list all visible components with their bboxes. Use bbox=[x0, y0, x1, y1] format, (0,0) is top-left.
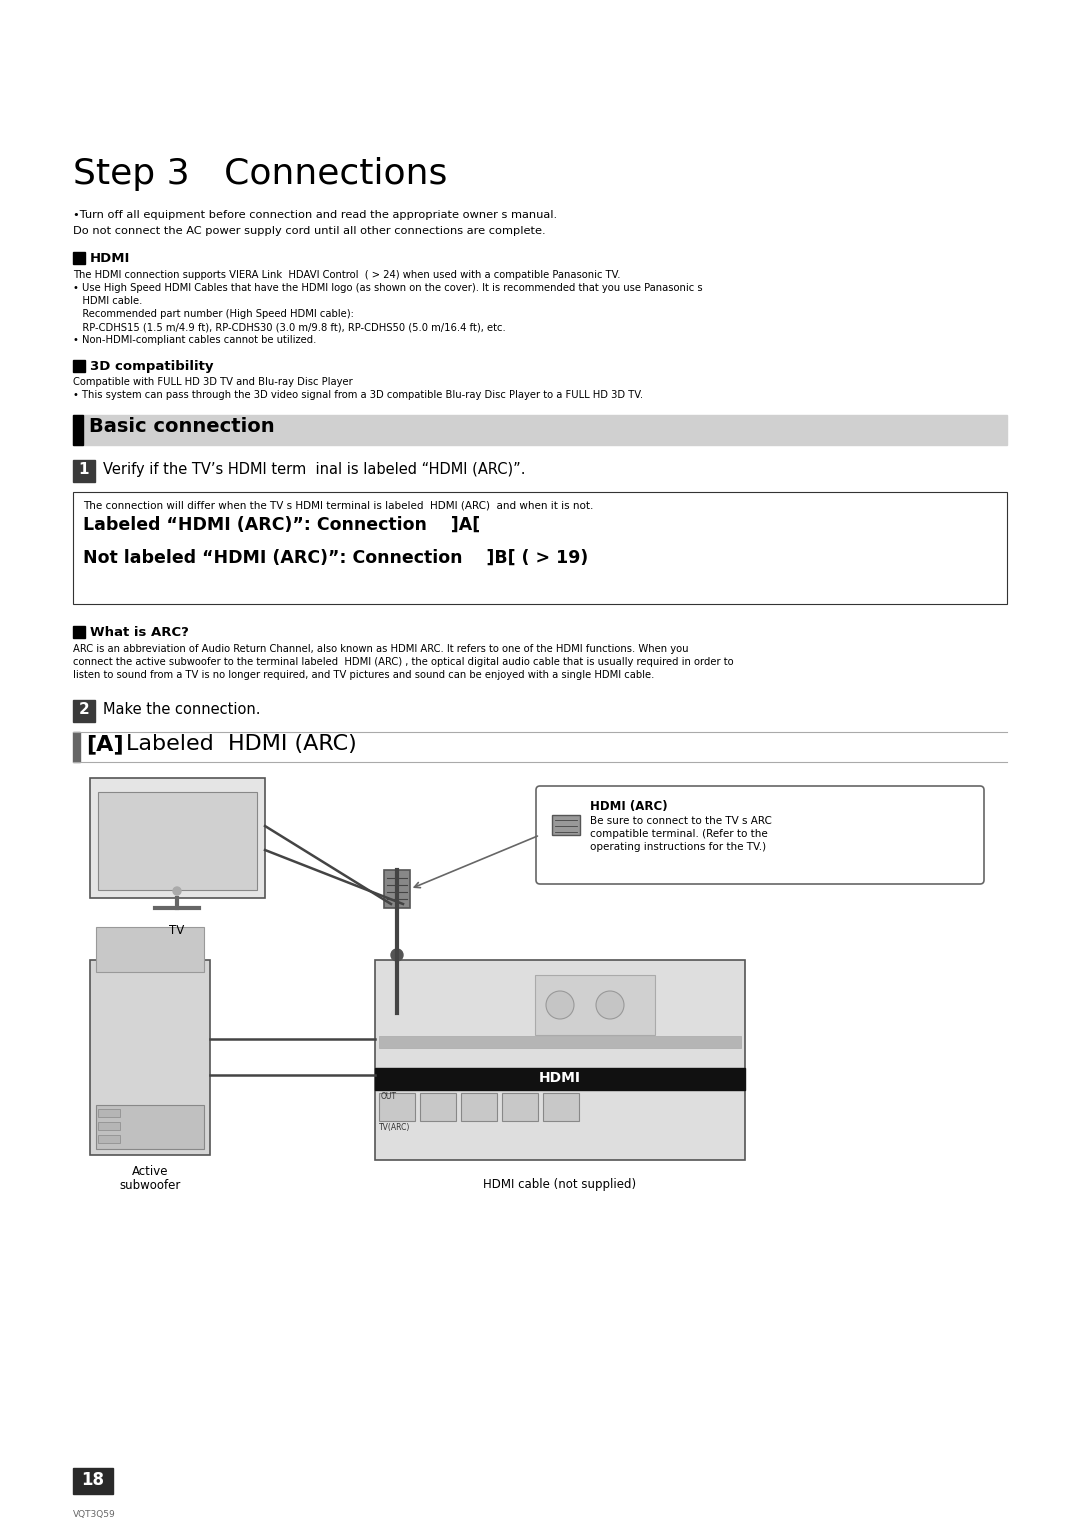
Text: Basic connection: Basic connection bbox=[89, 417, 274, 437]
Text: 18: 18 bbox=[81, 1471, 105, 1489]
Text: OUT: OUT bbox=[381, 1092, 397, 1101]
Bar bbox=[73, 360, 85, 373]
Bar bbox=[73, 460, 95, 483]
Text: Recommended part number (High Speed HDMI cable):: Recommended part number (High Speed HDMI… bbox=[73, 308, 354, 319]
Bar bbox=[535, 976, 654, 1035]
Bar bbox=[98, 1122, 120, 1130]
Text: connect the active subwoofer to the terminal labeled  HDMI (ARC) , the optical d: connect the active subwoofer to the term… bbox=[73, 657, 733, 667]
Text: subwoofer: subwoofer bbox=[119, 1179, 180, 1193]
Bar bbox=[90, 960, 210, 1154]
Bar bbox=[379, 1093, 415, 1121]
Bar bbox=[96, 927, 204, 973]
Bar bbox=[73, 699, 95, 722]
Bar bbox=[73, 731, 80, 762]
Bar bbox=[73, 1467, 113, 1493]
Bar bbox=[384, 870, 410, 909]
Bar bbox=[502, 1093, 538, 1121]
Text: compatible terminal. (Refer to the: compatible terminal. (Refer to the bbox=[590, 829, 768, 838]
Text: listen to sound from a TV is no longer required, and TV pictures and sound can b: listen to sound from a TV is no longer r… bbox=[73, 670, 654, 680]
Text: Verify if the TV’s HDMI term  inal is labeled “HDMI (ARC)”.: Verify if the TV’s HDMI term inal is lab… bbox=[103, 463, 526, 476]
Text: RP-CDHS15 (1.5 m/4.9 ft), RP-CDHS30 (3.0 m/9.8 ft), RP-CDHS50 (5.0 m/16.4 ft), e: RP-CDHS15 (1.5 m/4.9 ft), RP-CDHS30 (3.0… bbox=[73, 322, 505, 331]
Text: Make the connection.: Make the connection. bbox=[103, 702, 260, 718]
Text: 2: 2 bbox=[79, 702, 90, 718]
Text: 1: 1 bbox=[79, 463, 90, 476]
Bar bbox=[98, 793, 257, 890]
Bar bbox=[461, 1093, 497, 1121]
Text: Compatible with FULL HD 3D TV and Blu-ray Disc Player: Compatible with FULL HD 3D TV and Blu-ra… bbox=[73, 377, 353, 386]
Bar bbox=[98, 1109, 120, 1116]
Text: HDMI (ARC): HDMI (ARC) bbox=[590, 800, 667, 812]
Text: Step 3   Connections: Step 3 Connections bbox=[73, 157, 447, 191]
Text: • Use High Speed HDMI Cables that have the HDMI logo (as shown on the cover). It: • Use High Speed HDMI Cables that have t… bbox=[73, 282, 703, 293]
Text: What is ARC?: What is ARC? bbox=[90, 626, 189, 638]
Text: HDMI: HDMI bbox=[539, 1070, 581, 1086]
Text: ARC is an abbreviation of Audio Return Channel, also known as HDMI ARC. It refer: ARC is an abbreviation of Audio Return C… bbox=[73, 644, 689, 654]
Bar bbox=[379, 1035, 741, 1048]
Text: • Non-HDMI-compliant cables cannot be utilized.: • Non-HDMI-compliant cables cannot be ut… bbox=[73, 334, 316, 345]
Bar bbox=[73, 415, 1007, 444]
Circle shape bbox=[391, 948, 403, 960]
Bar bbox=[73, 252, 85, 264]
Text: HDMI cable.: HDMI cable. bbox=[73, 296, 143, 305]
Bar bbox=[552, 815, 580, 835]
Text: TV: TV bbox=[170, 924, 185, 938]
Bar bbox=[73, 626, 85, 638]
Text: Be sure to connect to the TV s ARC: Be sure to connect to the TV s ARC bbox=[590, 815, 772, 826]
Circle shape bbox=[546, 991, 573, 1019]
Text: •Turn off all equipment before connection and read the appropriate owner s manua: •Turn off all equipment before connectio… bbox=[73, 211, 557, 220]
Text: Do not connect the AC power supply cord until all other connections are complete: Do not connect the AC power supply cord … bbox=[73, 226, 545, 237]
Bar bbox=[96, 1106, 204, 1148]
Text: Labeled  HDMI (ARC): Labeled HDMI (ARC) bbox=[126, 734, 356, 754]
Circle shape bbox=[596, 991, 624, 1019]
Text: Labeled “HDMI (ARC)”: Connection    ]A[: Labeled “HDMI (ARC)”: Connection ]A[ bbox=[83, 516, 481, 534]
Text: Active: Active bbox=[132, 1165, 168, 1177]
Bar bbox=[375, 1067, 745, 1090]
Circle shape bbox=[173, 887, 181, 895]
Bar bbox=[90, 777, 265, 898]
Bar bbox=[98, 1135, 120, 1144]
FancyBboxPatch shape bbox=[536, 786, 984, 884]
Text: TV(ARC): TV(ARC) bbox=[379, 1122, 410, 1132]
Bar bbox=[73, 492, 1007, 605]
Text: • This system can pass through the 3D video signal from a 3D compatible Blu-ray : • This system can pass through the 3D vi… bbox=[73, 389, 643, 400]
Text: operating instructions for the TV.): operating instructions for the TV.) bbox=[590, 841, 766, 852]
Text: Not labeled “HDMI (ARC)”: Connection    ]B[ ( > 19): Not labeled “HDMI (ARC)”: Connection ]B[… bbox=[83, 550, 589, 567]
Text: 3D compatibility: 3D compatibility bbox=[90, 360, 214, 373]
Text: VQT3Q59: VQT3Q59 bbox=[73, 1510, 116, 1519]
Text: HDMI cable (not supplied): HDMI cable (not supplied) bbox=[484, 1177, 636, 1191]
Text: [A]: [A] bbox=[86, 734, 123, 754]
Bar bbox=[420, 1093, 456, 1121]
Bar bbox=[543, 1093, 579, 1121]
Text: HDMI: HDMI bbox=[90, 252, 131, 266]
Bar bbox=[73, 415, 83, 444]
Text: The connection will differ when the TV s HDMI terminal is labeled  HDMI (ARC)  a: The connection will differ when the TV s… bbox=[83, 499, 593, 510]
Text: The HDMI connection supports VIERA Link  HDAVI Control  ( > 24) when used with a: The HDMI connection supports VIERA Link … bbox=[73, 270, 621, 279]
Bar bbox=[375, 960, 745, 1161]
